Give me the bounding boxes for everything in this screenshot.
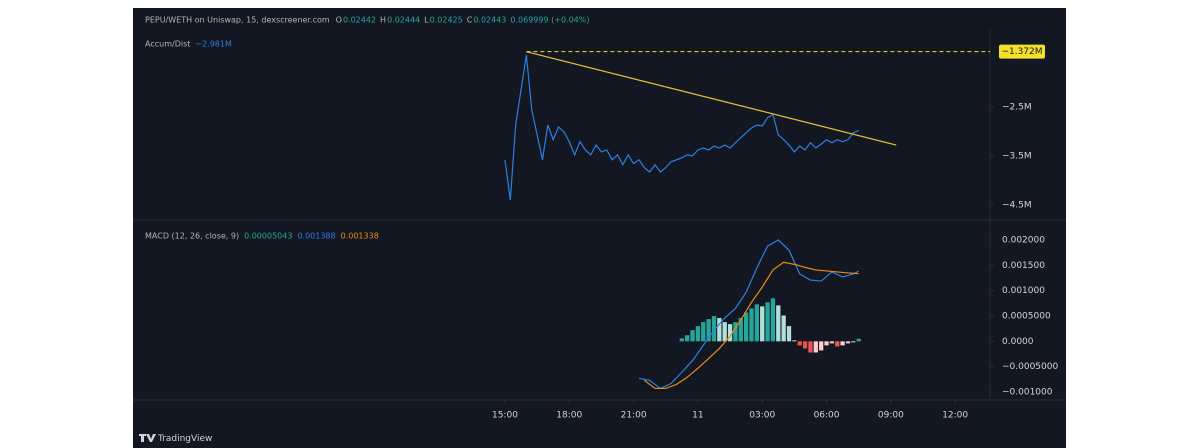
histogram-bar (706, 319, 711, 342)
pane: MACD (12, 26, close, 9) 0.00005043 0.00138… (145, 232, 1058, 421)
ohlc-value: 0.02443 (473, 16, 506, 25)
legend-value: −2.981M (195, 40, 232, 49)
x-tick-label: 21:00 (621, 411, 647, 421)
histogram-bar (770, 298, 776, 342)
histogram-bar (743, 312, 749, 342)
histogram-bar (776, 305, 781, 342)
histogram-bar (738, 318, 743, 342)
x-tick-label: 12:00 (942, 411, 968, 421)
histogram-bar (813, 341, 818, 353)
histogram-bar (701, 322, 706, 342)
y-tick-label: −0.0005000 (1002, 362, 1058, 372)
x-tick-label: 15:00 (492, 411, 518, 421)
pane-title: Accum/Dist (145, 40, 190, 49)
histogram-bar (797, 341, 802, 346)
y-tick-label: −3.5M (1002, 151, 1032, 161)
histogram-bar (754, 304, 760, 342)
y-tick-label: −4.5M (1002, 200, 1032, 210)
pane-title: MACD (12, 26, close, 9) (145, 232, 239, 241)
ohlc-value: 0.02425 (430, 16, 463, 25)
histogram-bar (851, 341, 856, 343)
histogram-bar (781, 315, 786, 342)
histogram-bar (840, 341, 845, 346)
line-series (638, 239, 859, 390)
histogram-bar (695, 326, 701, 342)
trend-line (526, 51, 897, 146)
histogram-bar (685, 335, 690, 342)
histogram-bar (786, 326, 792, 342)
y-tick-label: 0.002000 (1002, 236, 1045, 246)
histogram-bar (717, 318, 722, 342)
brand: TradingView (157, 434, 212, 444)
ohlc-key: H (380, 16, 386, 25)
histogram-bar (765, 302, 770, 342)
price-axis: 0.002000 0.001500 0.001000 0.0005000 0.0000 −… (492, 236, 1058, 421)
y-tick-label: 0.001500 (1002, 261, 1045, 271)
histogram-bar (679, 338, 684, 342)
ohlc-key: L (424, 16, 429, 25)
histogram-bar (824, 341, 829, 346)
histogram-bar (727, 324, 733, 342)
price-label: −1.372M (1001, 47, 1042, 57)
line-series (504, 54, 859, 200)
chart-panel (133, 8, 1066, 448)
y-tick-label: 0.0000 (1002, 337, 1034, 347)
histogram-bar (856, 338, 861, 342)
x-tick-label: 09:00 (878, 411, 904, 421)
histogram-bar (835, 341, 840, 347)
x-tick-label: 11 (692, 411, 703, 421)
x-tick-label: 06:00 (814, 411, 840, 421)
histogram-bar (802, 341, 808, 349)
y-tick-label: −0.001000 (1002, 387, 1053, 397)
footer-logo: TradingView (139, 434, 212, 444)
price-change: 0.069999 (+0.04%) (510, 16, 589, 25)
header-title: PEPU/WETH on Uniswap, 15, dexscreener.co… (145, 16, 330, 25)
histogram-bar (819, 341, 824, 351)
ohlc-key: C (467, 16, 473, 25)
histogram-bar (749, 308, 754, 342)
price-axis: −2.5M −3.5M −4.5M (990, 102, 1032, 210)
histogram-bar (829, 341, 835, 344)
x-tick-label: 18:00 (556, 411, 582, 421)
histogram-bar (808, 341, 813, 353)
histogram-bar (845, 341, 851, 344)
histogram-bar (690, 330, 695, 342)
histogram-bar (733, 322, 738, 342)
legend-value: 0.001388 (297, 232, 335, 241)
ohlc-value: 0.02442 (343, 16, 376, 25)
x-tick-label: 03:00 (749, 411, 775, 421)
y-tick-label: 0.001000 (1002, 286, 1045, 296)
histogram-bar (792, 340, 797, 342)
y-tick-label: −2.5M (1002, 102, 1032, 112)
logo-icon (139, 434, 156, 442)
y-tick-label: 0.0005000 (1002, 312, 1051, 322)
legend-value: 0.00005043 (244, 232, 292, 241)
price-label-box (999, 44, 1045, 59)
legend-value: 0.001338 (341, 232, 379, 241)
line-series (643, 261, 859, 390)
histogram-bar (711, 316, 717, 342)
pane: Accum/Dist −2.981M −2.5M −3.5M −4.5M −1.372M (145, 40, 1045, 210)
ohlc-value: 0.02444 (387, 16, 420, 25)
ohlc-key: O (336, 16, 342, 25)
histogram-bar (760, 306, 765, 342)
histogram-bar (722, 322, 727, 342)
